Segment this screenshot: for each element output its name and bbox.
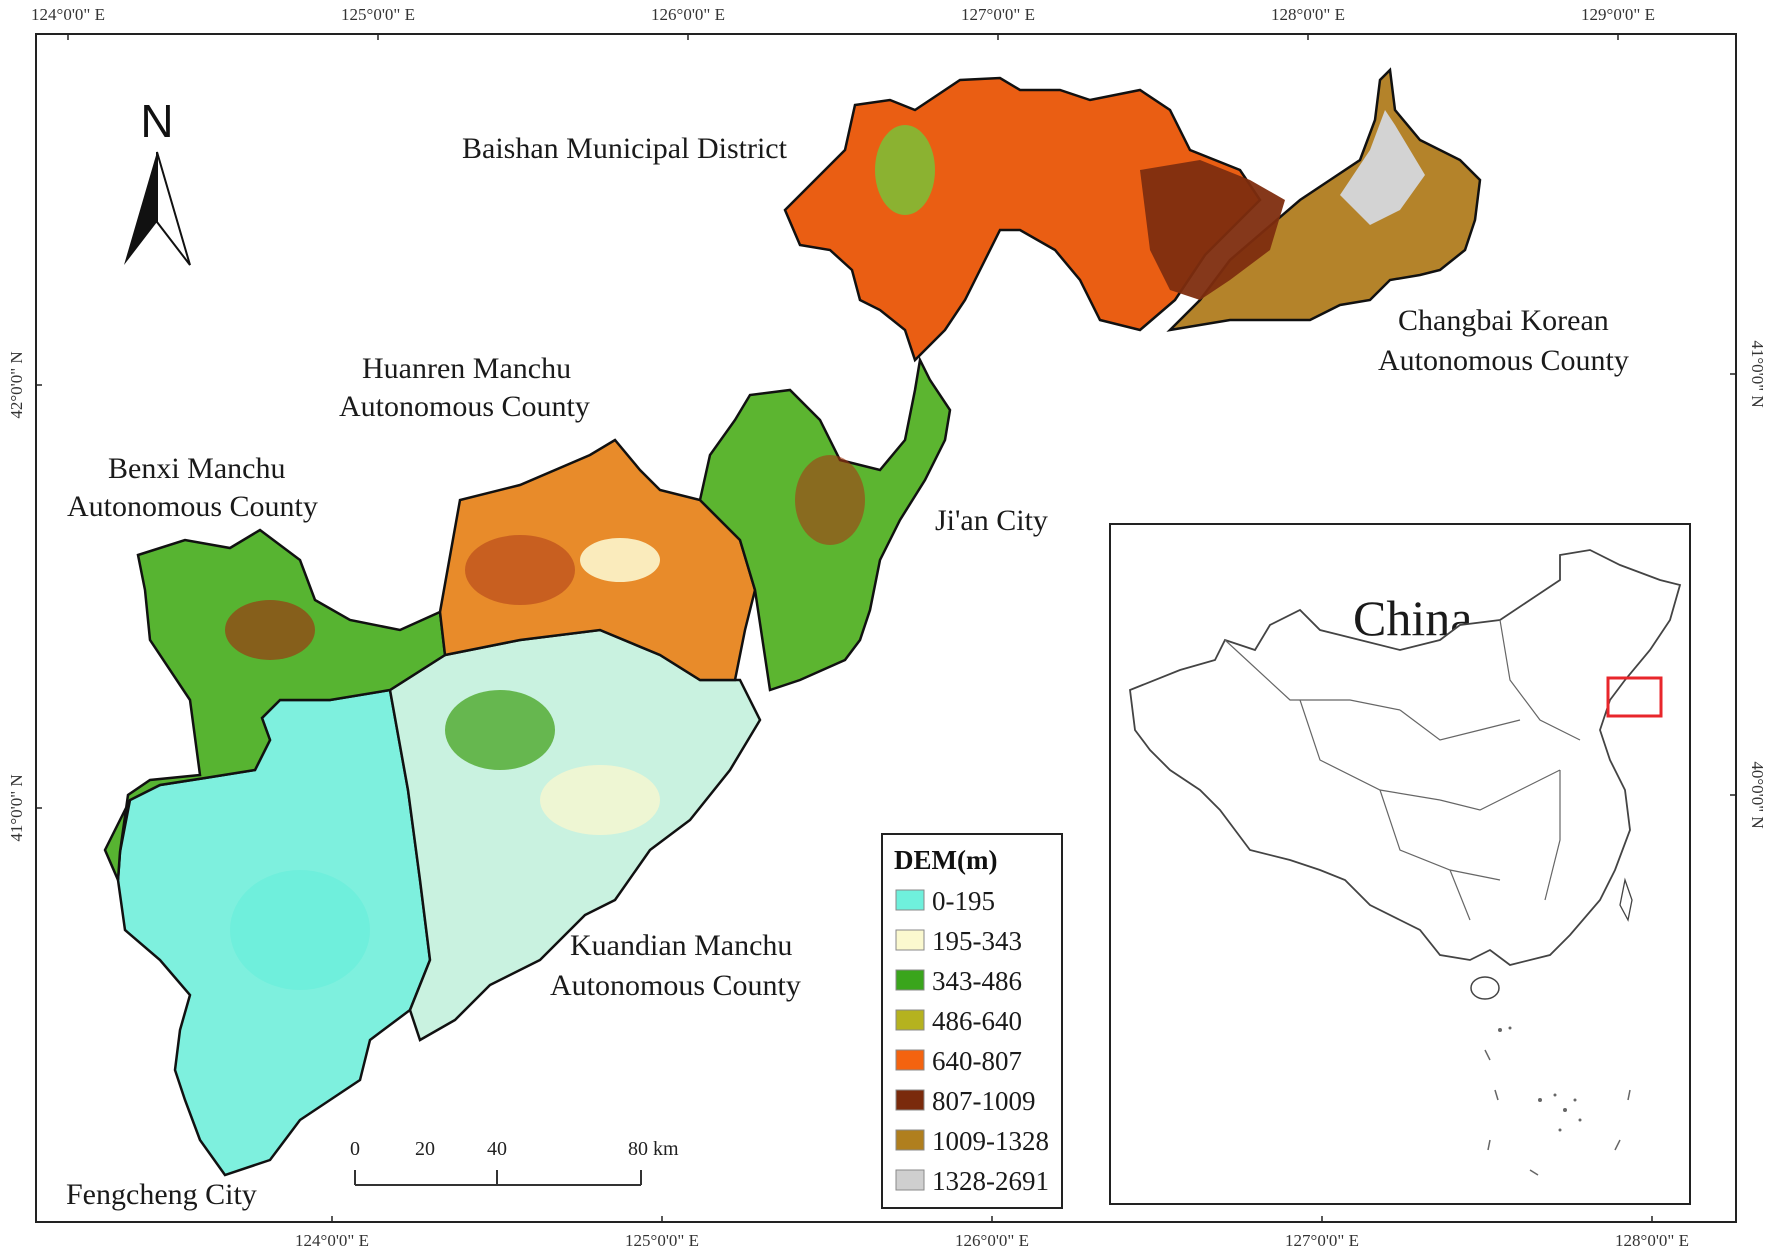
dem-study-area [103, 67, 1482, 1177]
label-changbai: Autonomous County [1378, 344, 1629, 377]
label-huanren: Huanren Manchu [362, 352, 571, 385]
scale-bar: 0 20 40 80 km [350, 1138, 679, 1186]
dem-high-zone [1140, 160, 1285, 300]
label-fengcheng: Fengcheng City [66, 1178, 257, 1211]
label-benxi: Autonomous County [67, 490, 318, 523]
top-tick-label: 125°0'0" E [341, 5, 415, 24]
left-tick-label: 41°0'0" N [7, 774, 26, 841]
top-tick-label: 127°0'0" E [961, 5, 1035, 24]
inset-map: China [1109, 523, 1691, 1205]
legend-swatch [895, 1169, 925, 1191]
label-kuandian: Kuandian Manchu [570, 929, 792, 962]
scs-dashes [1484, 1049, 1631, 1176]
top-tick-label: 124°0'0" E [31, 5, 105, 24]
top-tick-marks [67, 34, 1619, 40]
china-outline [1129, 549, 1682, 966]
legend-label: 807-1009 [932, 1086, 1036, 1116]
label-baishan: Baishan Municipal District [462, 132, 788, 165]
legend-swatch [895, 1089, 925, 1111]
left-tick-label: 42°0'0" N [7, 351, 26, 418]
region-benxi [103, 528, 447, 881]
legend-label: 486-640 [932, 1006, 1022, 1036]
legend-swatch [895, 929, 925, 951]
bottom-tick-label: 126°0'0" E [955, 1231, 1029, 1250]
legend-label: 343-486 [932, 966, 1022, 996]
legend-items: 0-195 195-343 343-486 486-640 640-807 807-100… [895, 886, 1049, 1196]
scale-label: 0 [350, 1138, 360, 1160]
top-tick-label: 126°0'0" E [651, 5, 725, 24]
label-kuandian: Autonomous County [550, 969, 801, 1002]
legend: DEM(m) 0-195 195-343 343-486 486-640 640-807… [881, 833, 1063, 1209]
bottom-tick-label: 127°0'0" E [1285, 1231, 1359, 1250]
label-changbai: Changbai Korean [1398, 304, 1609, 337]
study-area-highlight [1606, 676, 1663, 718]
label-benxi: Benxi Manchu [108, 452, 285, 485]
bottom-tick-label: 128°0'0" E [1615, 1231, 1689, 1250]
label-huanren: Autonomous County [339, 390, 590, 423]
legend-swatch [895, 1009, 925, 1031]
province-lines [1224, 619, 1581, 921]
north-arrow: N [124, 95, 191, 266]
scale-label: 40 [487, 1138, 507, 1160]
scale-label: 20 [415, 1138, 435, 1160]
legend-label: 1009-1328 [932, 1126, 1049, 1156]
legend-swatch [895, 1129, 925, 1151]
legend-label: 1328-2691 [932, 1166, 1049, 1196]
top-tick-label: 128°0'0" E [1271, 5, 1345, 24]
bottom-tick-marks [331, 1216, 1653, 1222]
scale-label: 80 km [628, 1138, 679, 1160]
bottom-tick-label: 125°0'0" E [625, 1231, 699, 1250]
right-tick-label: 41°0'0" N [1748, 340, 1767, 407]
dem-peak-zone [1340, 110, 1425, 225]
bottom-tick-label: 124°0'0" E [295, 1231, 369, 1250]
scs-islands [1498, 1026, 1582, 1132]
top-tick-label: 129°0'0" E [1581, 5, 1655, 24]
legend-swatch [895, 969, 925, 991]
taiwan-island [1619, 877, 1633, 922]
legend-title: DEM(m) [894, 845, 997, 875]
label-jian: Ji'an City [935, 504, 1048, 537]
legend-label: 0-195 [932, 886, 995, 916]
legend-label: 195-343 [932, 926, 1022, 956]
north-label: N [140, 95, 173, 147]
legend-swatch [895, 1049, 925, 1071]
legend-label: 640-807 [932, 1046, 1022, 1076]
hainan-island [1470, 976, 1500, 1000]
legend-swatch [895, 889, 925, 911]
right-tick-label: 40°0'0" N [1748, 761, 1767, 828]
